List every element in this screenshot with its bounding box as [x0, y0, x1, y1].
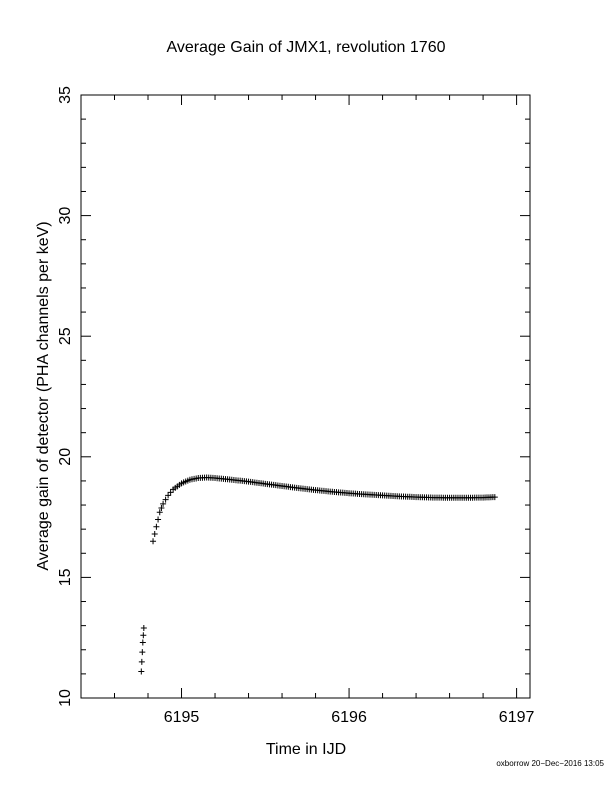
- data-point: [150, 538, 157, 545]
- x-tick-label: 6195: [164, 709, 200, 726]
- y-tick-label: 20: [57, 448, 74, 466]
- data-point: [184, 477, 191, 484]
- chart-title: Average Gain of JMX1, revolution 1760: [167, 39, 446, 56]
- x-axis-label: Time in IJD: [266, 741, 346, 758]
- data-point: [138, 658, 145, 665]
- data-point: [156, 509, 163, 516]
- data-point: [293, 484, 300, 491]
- y-tick-label: 15: [57, 568, 74, 586]
- footer-credit: oxborrow 20−Dec−2016 13:05: [496, 759, 604, 768]
- data-point: [193, 475, 200, 482]
- data-point: [176, 481, 183, 488]
- data-point: [158, 505, 165, 512]
- data-point: [260, 480, 267, 487]
- data-point: [489, 494, 496, 501]
- y-tick-label: 35: [57, 86, 74, 104]
- x-tick-label: 6197: [499, 709, 535, 726]
- data-point: [139, 639, 146, 646]
- data-point: [139, 649, 146, 656]
- data-point: [140, 625, 147, 632]
- data-point: [167, 489, 174, 496]
- data-point: [243, 478, 250, 485]
- plot-frame: [80, 94, 531, 699]
- y-tick-label: 10: [57, 689, 74, 707]
- data-point: [160, 500, 167, 507]
- axis-ticks: 10 15 20 25 30 35 6195 6196 6197: [57, 86, 534, 726]
- data-points: [138, 474, 498, 675]
- data-point: [165, 492, 172, 499]
- data-point: [151, 530, 158, 537]
- data-point: [138, 668, 145, 675]
- y-axis-label: Average gain of detector (PHA channels p…: [35, 221, 52, 570]
- data-point: [276, 482, 283, 489]
- data-point: [155, 516, 162, 523]
- data-point: [140, 632, 147, 639]
- y-tick-label: 30: [57, 207, 74, 225]
- data-point: [153, 523, 160, 530]
- data-point: [162, 496, 169, 503]
- y-tick-label: 25: [57, 327, 74, 345]
- x-tick-label: 6196: [331, 709, 367, 726]
